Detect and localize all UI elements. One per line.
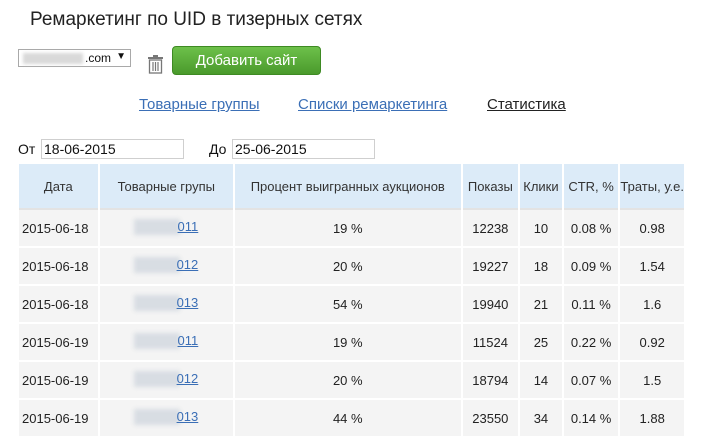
col-spend[interactable]: Траты, у.е.	[619, 164, 686, 209]
group-link[interactable]: 012	[176, 370, 199, 386]
from-date-input[interactable]: 18-06-2015	[41, 139, 184, 159]
cell-clicks: 18	[519, 246, 564, 286]
cell-clicks: 14	[519, 360, 564, 400]
cell-win-rate: 20 %	[233, 246, 463, 286]
add-site-button[interactable]: Добавить сайт	[172, 46, 321, 75]
cell-ctr: 0.14 %	[562, 398, 621, 438]
cell-clicks: 34	[519, 398, 564, 438]
table-header-row: Дата Товарные групы Процент выигранных а…	[19, 164, 686, 209]
tab-remarketing-lists[interactable]: Списки ремаркетинга	[298, 96, 448, 113]
site-select[interactable]: .com ▼	[18, 49, 131, 67]
group-link[interactable]: 013	[176, 294, 199, 310]
col-date[interactable]: Дата	[19, 164, 100, 209]
site-domain: .com	[85, 51, 112, 65]
cell-date: 2015-06-18	[19, 208, 100, 248]
cell-ctr: 0.07 %	[562, 360, 621, 400]
cell-group: 013	[98, 398, 235, 438]
cell-win-rate: 19 %	[233, 322, 463, 362]
cell-clicks: 25	[519, 322, 564, 362]
cell-date: 2015-06-18	[19, 246, 100, 286]
stats-table: Дата Товарные групы Процент выигранных а…	[19, 164, 686, 438]
cell-group: 012	[98, 360, 235, 400]
cell-date: 2015-06-19	[19, 360, 100, 400]
cell-spend: 0.98	[619, 208, 686, 248]
cell-win-rate: 20 %	[233, 360, 463, 400]
tab-statistics[interactable]: Статистика	[487, 96, 566, 113]
cell-shows: 19940	[461, 284, 521, 324]
cell-date: 2015-06-19	[19, 398, 100, 438]
redacted-group-name	[134, 256, 181, 273]
cell-shows: 12238	[461, 208, 521, 248]
cell-ctr: 0.08 %	[562, 208, 621, 248]
cell-shows: 23550	[461, 398, 521, 438]
cell-group: 012	[98, 246, 235, 286]
group-link[interactable]: 011	[177, 332, 199, 348]
cell-spend: 1.5	[619, 360, 686, 400]
cell-group: 013	[98, 284, 235, 324]
redacted-group-name	[134, 294, 181, 311]
cell-ctr: 0.22 %	[562, 322, 621, 362]
cell-group: 011	[98, 208, 235, 248]
date-filter: От 18-06-2015 До 25-06-2015	[0, 139, 704, 161]
cell-spend: 0.92	[619, 322, 686, 362]
trash-icon[interactable]	[147, 55, 164, 74]
cell-shows: 19227	[461, 246, 521, 286]
table-row: 2015-06-18 012 20 % 19227 18 0.09 % 1.54	[19, 246, 686, 286]
cell-date: 2015-06-19	[19, 322, 100, 362]
table-row: 2015-06-18 013 54 % 19940 21 0.11 % 1.6	[19, 284, 686, 324]
cell-clicks: 10	[519, 208, 564, 248]
nav-tabs: Товарные группы Списки ремаркетинга Стат…	[0, 96, 704, 116]
redacted-group-name	[134, 370, 181, 387]
col-clicks[interactable]: Клики	[519, 164, 564, 209]
group-link[interactable]: 012	[176, 256, 199, 272]
cell-clicks: 21	[519, 284, 564, 324]
cell-spend: 1.6	[619, 284, 686, 324]
table-row: 2015-06-19 013 44 % 23550 34 0.14 % 1.88	[19, 398, 686, 438]
group-link[interactable]: 013	[176, 408, 199, 424]
tab-product-groups[interactable]: Товарные группы	[139, 96, 260, 113]
group-link[interactable]: 011	[177, 218, 199, 234]
cell-win-rate: 54 %	[233, 284, 463, 324]
from-label: От	[18, 141, 36, 157]
cell-shows: 11524	[461, 322, 521, 362]
table-row: 2015-06-19 011 19 % 11524 25 0.22 % 0.92	[19, 322, 686, 362]
cell-ctr: 0.11 %	[562, 284, 621, 324]
cell-date: 2015-06-18	[19, 284, 100, 324]
redacted-group-name	[134, 408, 181, 425]
cell-spend: 1.54	[619, 246, 686, 286]
table-row: 2015-06-18 011 19 % 12238 10 0.08 % 0.98	[19, 208, 686, 248]
to-date-input[interactable]: 25-06-2015	[232, 139, 375, 159]
col-win-rate[interactable]: Процент выигранных аукционов	[233, 164, 463, 209]
cell-ctr: 0.09 %	[562, 246, 621, 286]
cell-win-rate: 44 %	[233, 398, 463, 438]
chevron-down-icon: ▼	[116, 51, 126, 62]
page-title: Ремаркетинг по UID в тизерных сетях	[30, 9, 363, 30]
cell-group: 011	[98, 322, 235, 362]
cell-spend: 1.88	[619, 398, 686, 438]
col-groups[interactable]: Товарные групы	[98, 164, 235, 209]
redacted-site-name	[23, 53, 83, 64]
redacted-group-name	[134, 332, 181, 349]
cell-shows: 18794	[461, 360, 521, 400]
cell-win-rate: 19 %	[233, 208, 463, 248]
col-shows[interactable]: Показы	[461, 164, 521, 209]
col-ctr[interactable]: CTR, %	[562, 164, 621, 209]
redacted-group-name	[134, 218, 181, 235]
to-label: До	[209, 141, 227, 157]
table-row: 2015-06-19 012 20 % 18794 14 0.07 % 1.5	[19, 360, 686, 400]
